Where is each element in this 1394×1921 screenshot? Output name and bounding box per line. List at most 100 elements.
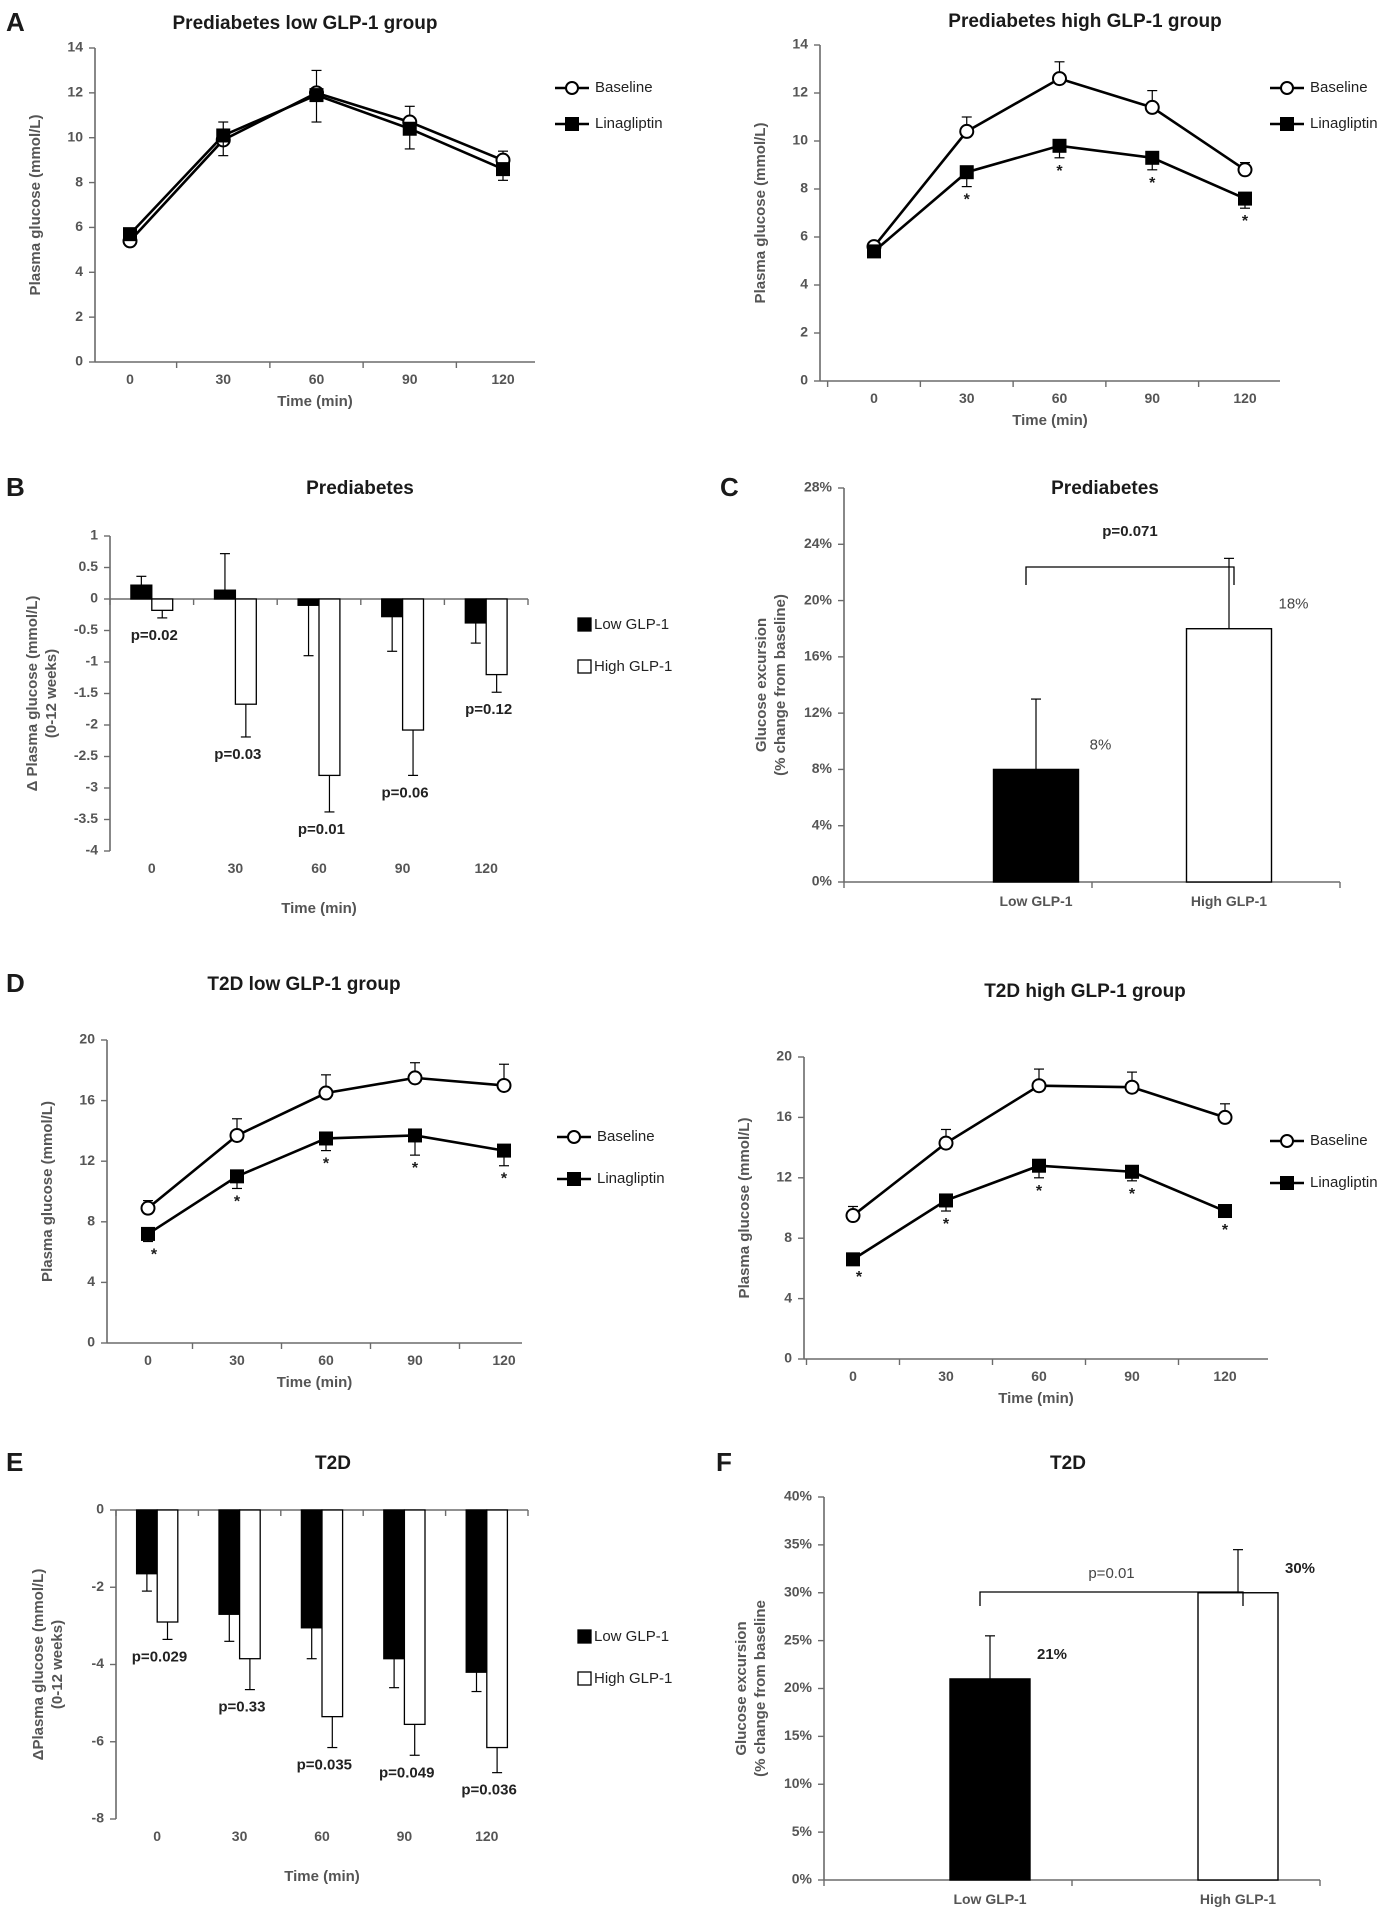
legend-marker-baseline — [1280, 1134, 1294, 1148]
x-axis-label: Time (min) — [284, 1868, 360, 1885]
x-tick-label: 0 — [148, 860, 156, 876]
y-tick-label: 8 — [784, 1229, 792, 1245]
y-tick-label: 8 — [800, 180, 808, 196]
y-tick-label: -2 — [92, 1578, 105, 1594]
y-tick-label: -6 — [92, 1732, 105, 1748]
data-point-baseline — [1031, 1078, 1047, 1094]
significance-bracket — [979, 1591, 1244, 1606]
data-point-baseline — [1217, 1109, 1233, 1125]
y-axis-label-line: (0-12 weeks) — [49, 1620, 66, 1709]
legend: Baseline Linagliptin — [1270, 79, 1378, 132]
y-tick-label: -2.5 — [74, 747, 98, 763]
significance-star: * — [323, 1156, 330, 1173]
y-tick-label: 2 — [75, 308, 83, 324]
bar-high-glp-1 — [151, 598, 174, 611]
y-axis-label: Plasma glucose (mmol/L) — [752, 123, 769, 304]
y-tick-label: 24% — [804, 535, 833, 551]
p-value-label: p=0.03 — [214, 746, 261, 763]
bar-low-glp-1 — [218, 1509, 241, 1615]
y-axis-label-line: Plasma glucose (mmol/L) — [752, 123, 769, 304]
bar-high-glp-1 — [401, 598, 425, 731]
y-tick-label: 15% — [784, 1727, 813, 1743]
series-high-glp-1 — [151, 598, 508, 813]
legend-label: Baseline — [595, 79, 653, 96]
series-low-glp-1 — [135, 1509, 488, 1693]
bar-low-glp-1 — [949, 1678, 1031, 1881]
bar-low-glp-1 — [135, 1509, 158, 1575]
significance-star: * — [234, 1193, 241, 1210]
y-axis-label-line: Glucose excursion — [753, 618, 770, 752]
data-point-baseline — [407, 1070, 423, 1086]
x-axis-label: Time (min) — [277, 393, 353, 410]
data-point-baseline — [1124, 1079, 1140, 1095]
data-point-linagliptin — [319, 1131, 333, 1146]
bar-high-glp-1 — [156, 1509, 179, 1623]
y-tick-label: 28% — [804, 479, 833, 495]
y-tick-label: 0 — [96, 1501, 104, 1517]
data-point-linagliptin — [846, 1252, 860, 1267]
bar-low-glp-1 — [464, 598, 487, 624]
significance-star: * — [856, 1269, 863, 1286]
significance-star: * — [1149, 175, 1156, 192]
chart-c: C Prediabetes 0% 4% 8% 12% 16% 20% 24% 28% Glucose… — [720, 472, 1341, 909]
legend-label: Baseline — [597, 1128, 655, 1145]
significance-star: * — [1129, 1186, 1136, 1203]
bar-low-glp-1 — [300, 1509, 323, 1629]
y-tick-label: 8 — [87, 1213, 95, 1229]
legend-swatch-high-glp-1 — [577, 1671, 592, 1686]
bar-high-glp-1 — [318, 598, 341, 777]
x-tick-label: 0 — [870, 390, 878, 406]
y-tick-label: 0 — [90, 590, 98, 606]
legend-label: Linagliptin — [1310, 115, 1378, 132]
y-axis-label: Δ Plasma glucose (mmol/L) (0-12 weeks) — [24, 596, 60, 792]
y-axis-label: Plasma glucose (mmol/L) — [27, 115, 44, 296]
y-tick-label: 0% — [812, 873, 833, 889]
data-point-linagliptin — [309, 88, 324, 103]
significance-bracket — [1025, 566, 1235, 585]
chart-title: Prediabetes high GLP-1 group — [948, 11, 1221, 32]
y-tick-label: -4 — [86, 842, 99, 858]
y-axis-label-line: Plasma glucose (mmol/L) — [736, 1118, 753, 1299]
panel-letter-c: C — [720, 472, 739, 502]
data-point-baseline — [496, 1077, 512, 1093]
y-tick-label: 4 — [800, 276, 808, 292]
x-tick-label: 0 — [849, 1368, 857, 1384]
y-tick-label: -8 — [92, 1810, 105, 1826]
legend: Low GLP-1 High GLP-1 — [577, 616, 672, 675]
chart-title: T2D — [1050, 1453, 1086, 1474]
y-tick-label: -4 — [92, 1655, 105, 1671]
y-tick-label: 40% — [784, 1488, 813, 1504]
x-tick-label: 60 — [318, 1352, 334, 1368]
legend-label: Baseline — [1310, 1132, 1368, 1149]
x-tick-label: 120 — [491, 371, 515, 387]
data-point-baseline — [1237, 162, 1253, 178]
x-tick-label: 60 — [1052, 390, 1068, 406]
data-point-linagliptin — [959, 165, 974, 180]
x-tick-label: 90 — [397, 1828, 413, 1844]
significance-star: * — [1036, 1183, 1043, 1200]
y-tick-label: 2 — [800, 324, 808, 340]
legend-marker-baseline — [1280, 81, 1294, 95]
bracket-p-value: p=0.01 — [1088, 1565, 1134, 1582]
data-point-baseline — [938, 1135, 954, 1151]
x-tick-label: 0 — [144, 1352, 152, 1368]
y-tick-label: -1.5 — [74, 684, 98, 700]
y-tick-label: 5% — [792, 1823, 813, 1839]
x-tick-label: High GLP-1 — [1191, 893, 1267, 909]
panel-letter-d: D — [6, 968, 25, 998]
data-point-linagliptin — [1052, 138, 1067, 153]
data-point-linagliptin — [1032, 1158, 1046, 1173]
panel-letter-f: F — [716, 1447, 732, 1477]
x-tick-label: 0 — [153, 1828, 161, 1844]
p-value-label: p=0.02 — [131, 627, 178, 644]
y-tick-label: 12 — [79, 1152, 95, 1168]
x-tick-label: 90 — [1144, 390, 1160, 406]
chart-title: Prediabetes low GLP-1 group — [173, 13, 438, 34]
y-tick-label: 8% — [812, 760, 833, 776]
p-value-label: p=0.036 — [461, 1782, 516, 1799]
y-tick-label: -3 — [86, 779, 99, 795]
chart-f: F T2D 0% 5% 10% 15% 20% 25% 30% 35% 40% Glucose exc… — [716, 1447, 1321, 1907]
x-tick-label: 60 — [314, 1828, 330, 1844]
significance-star: * — [943, 1216, 950, 1233]
value-label: 21% — [1037, 1646, 1067, 1663]
